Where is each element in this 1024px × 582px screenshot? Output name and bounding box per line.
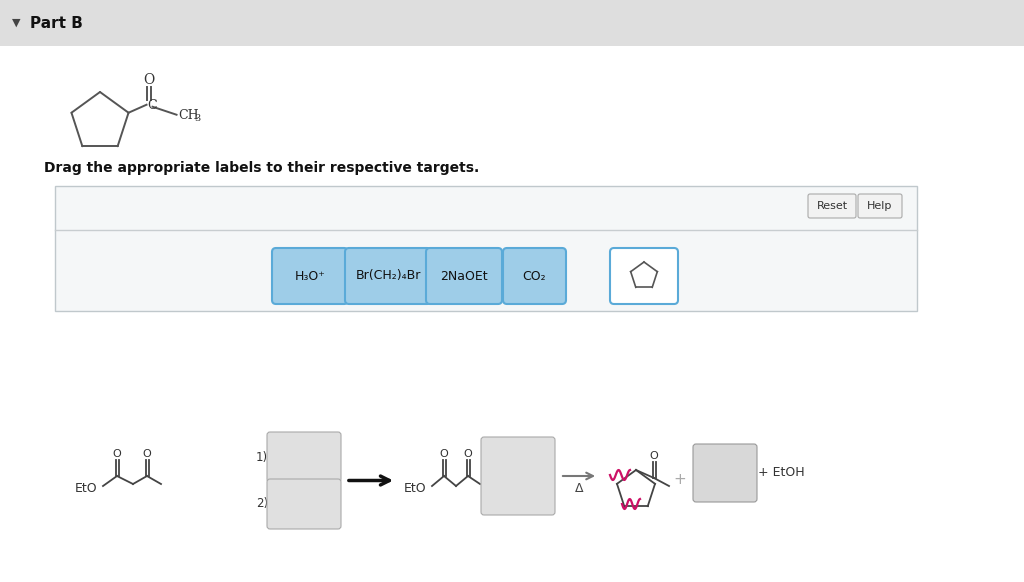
Text: Drag the appropriate labels to their respective targets.: Drag the appropriate labels to their res… (44, 161, 479, 175)
Text: EtO: EtO (75, 481, 97, 495)
FancyBboxPatch shape (808, 194, 856, 218)
Text: O: O (143, 73, 155, 87)
FancyBboxPatch shape (0, 46, 1024, 582)
FancyBboxPatch shape (55, 186, 918, 311)
FancyBboxPatch shape (345, 248, 431, 304)
Text: CO₂: CO₂ (522, 269, 547, 282)
Text: Br(CH₂)₄Br: Br(CH₂)₄Br (355, 269, 421, 282)
Text: O: O (464, 449, 472, 459)
Text: C: C (147, 99, 157, 112)
FancyBboxPatch shape (503, 248, 566, 304)
Text: Δ: Δ (574, 482, 584, 495)
FancyBboxPatch shape (272, 248, 348, 304)
Text: 2): 2) (256, 498, 268, 510)
Text: CH: CH (178, 109, 199, 122)
Text: EtO: EtO (404, 481, 427, 495)
FancyBboxPatch shape (858, 194, 902, 218)
Text: + EtOH: + EtOH (758, 467, 805, 480)
Text: Reset: Reset (816, 201, 848, 211)
FancyBboxPatch shape (267, 432, 341, 482)
Text: H₃O⁺: H₃O⁺ (295, 269, 326, 282)
Text: ▼: ▼ (11, 18, 20, 28)
Text: 1): 1) (256, 450, 268, 463)
FancyBboxPatch shape (610, 248, 678, 304)
FancyBboxPatch shape (0, 0, 1024, 46)
Text: O: O (142, 449, 152, 459)
Text: O: O (439, 449, 449, 459)
Text: 3: 3 (195, 114, 201, 123)
Text: Part B: Part B (30, 16, 83, 30)
Text: Help: Help (867, 201, 893, 211)
Text: 2NaOEt: 2NaOEt (440, 269, 487, 282)
Text: O: O (113, 449, 122, 459)
Text: O: O (649, 451, 658, 461)
FancyBboxPatch shape (693, 444, 757, 502)
FancyBboxPatch shape (267, 479, 341, 529)
FancyBboxPatch shape (426, 248, 502, 304)
Text: +: + (674, 473, 686, 488)
FancyBboxPatch shape (481, 437, 555, 515)
